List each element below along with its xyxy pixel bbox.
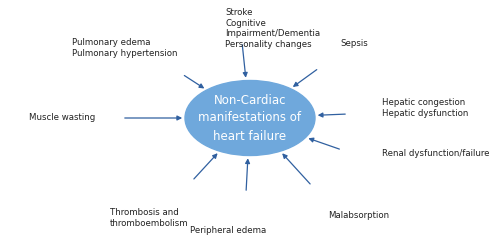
Text: Peripheral edema: Peripheral edema <box>190 226 266 235</box>
Text: Renal dysfunction/failure: Renal dysfunction/failure <box>382 149 490 159</box>
Text: Pulmonary edema
Pulmonary hypertension: Pulmonary edema Pulmonary hypertension <box>72 38 178 58</box>
Text: Sepsis: Sepsis <box>340 39 368 48</box>
Text: Non-Cardiac
manifestations of
heart failure: Non-Cardiac manifestations of heart fail… <box>198 93 302 143</box>
Ellipse shape <box>185 80 315 156</box>
Text: Stroke
Cognitive
Impairment/Dementia
Personality changes: Stroke Cognitive Impairment/Dementia Per… <box>225 8 320 49</box>
Text: Muscle wasting: Muscle wasting <box>29 114 95 122</box>
Text: Malabsorption: Malabsorption <box>328 211 389 220</box>
Text: Thrombosis and
thromboembolism: Thrombosis and thromboembolism <box>110 208 188 228</box>
Text: Hepatic congestion
Hepatic dysfunction: Hepatic congestion Hepatic dysfunction <box>382 98 468 118</box>
